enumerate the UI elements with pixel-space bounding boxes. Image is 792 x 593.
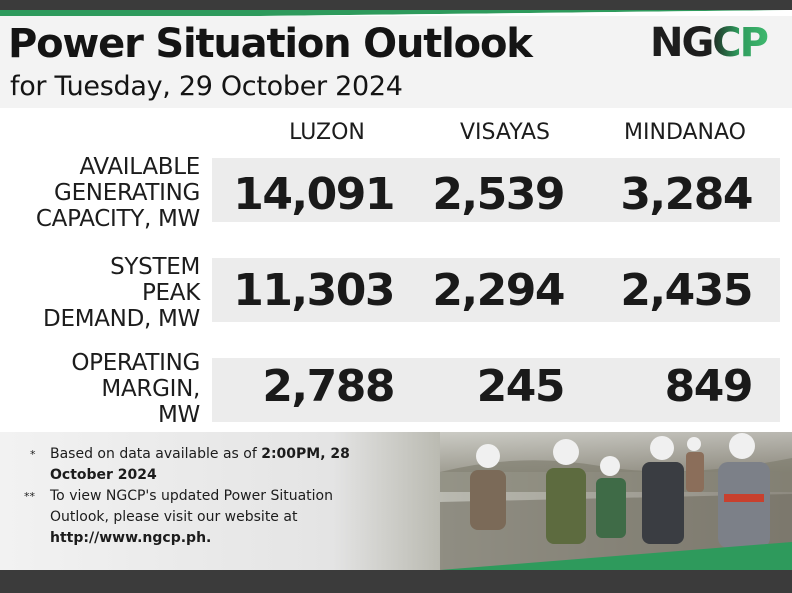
page-title: Power Situation Outlook bbox=[8, 21, 533, 67]
row-label-line: AVAILABLE bbox=[79, 154, 200, 180]
footnote-marker: ** bbox=[24, 490, 35, 503]
footnote-text: Based on data available as of bbox=[50, 446, 262, 462]
row-band-operating-margin bbox=[212, 358, 780, 422]
column-header-mindanao: MINDANAO bbox=[624, 120, 746, 145]
row-label-operating-margin: OPERATING MARGIN, MW bbox=[0, 350, 200, 428]
top-bar bbox=[0, 0, 792, 10]
row-label-peak-demand: SYSTEM PEAK DEMAND, MW bbox=[0, 254, 200, 332]
value-mindanao-peak-demand: 2,435 bbox=[620, 265, 753, 316]
logo-text: NGCP bbox=[650, 20, 768, 62]
value-mindanao-available-capacity: 3,284 bbox=[620, 169, 753, 220]
header bbox=[0, 16, 792, 108]
row-label-line: MW bbox=[158, 402, 200, 428]
row-band-peak-demand bbox=[212, 258, 780, 322]
column-header-visayas: VISAYAS bbox=[460, 120, 550, 145]
row-label-available-capacity: AVAILABLE GENERATING CAPACITY, MW bbox=[0, 154, 200, 232]
footnote-marker: * bbox=[30, 448, 36, 461]
worker-figures bbox=[470, 433, 770, 548]
row-band-available-capacity bbox=[212, 158, 780, 222]
page-subtitle: for Tuesday, 29 October 2024 bbox=[10, 71, 403, 102]
column-header-luzon: LUZON bbox=[289, 120, 365, 145]
value-visayas-peak-demand: 2,294 bbox=[432, 265, 565, 316]
value-mindanao-operating-margin: 849 bbox=[664, 361, 754, 412]
footnote-data-timestamp: * Based on data available as of 2:00PM, … bbox=[30, 444, 370, 486]
footer-photo-strip bbox=[0, 432, 792, 570]
row-label-line: OPERATING bbox=[71, 350, 200, 376]
row-label-line: DEMAND, MW bbox=[43, 306, 200, 332]
value-visayas-operating-margin: 245 bbox=[476, 361, 566, 412]
footnote-text: To view NGCP's updated Power Situation O… bbox=[50, 488, 333, 525]
bottom-bar bbox=[0, 570, 792, 593]
value-visayas-available-capacity: 2,539 bbox=[432, 169, 565, 220]
top-accent-stripe bbox=[0, 10, 792, 16]
website-link[interactable]: http://www.ngcp.ph. bbox=[50, 530, 212, 546]
footnote-timestamp: 2:00PM, 28 October 2024 bbox=[50, 446, 350, 483]
value-luzon-available-capacity: 14,091 bbox=[233, 169, 395, 220]
row-label-line: PEAK bbox=[141, 280, 200, 306]
team-photo bbox=[0, 432, 792, 570]
value-luzon-peak-demand: 11,303 bbox=[233, 265, 395, 316]
row-label-line: SYSTEM bbox=[110, 254, 200, 280]
footnote-website: ** To view NGCP's updated Power Situatio… bbox=[24, 486, 370, 549]
logo-mark: NGCP bbox=[650, 20, 770, 66]
ngcp-logo: NGCP bbox=[648, 18, 782, 66]
row-label-line: GENERATING bbox=[54, 180, 200, 206]
footnotes: * Based on data available as of 2:00PM, … bbox=[24, 444, 370, 549]
value-luzon-operating-margin: 2,788 bbox=[262, 361, 395, 412]
row-label-line: MARGIN, bbox=[101, 376, 200, 402]
row-label-line: CAPACITY, MW bbox=[35, 206, 200, 232]
